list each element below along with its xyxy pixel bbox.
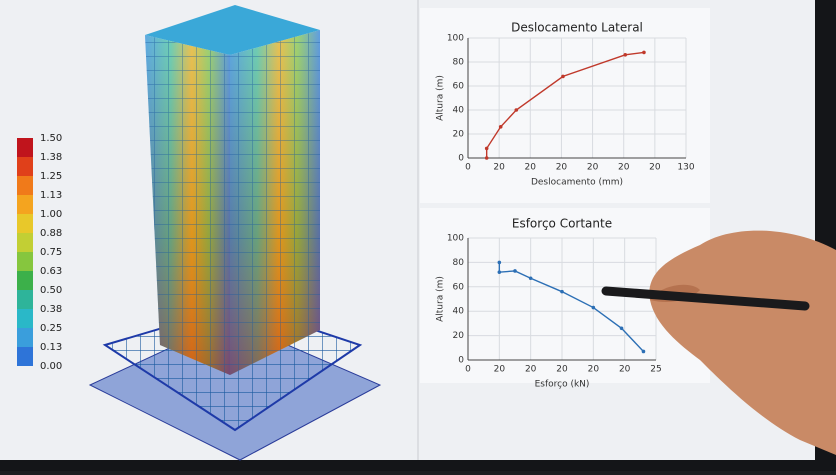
y-tick-label: 0 [458,356,464,366]
colorbar-swatch [17,157,33,176]
y-tick-label: 60 [453,282,465,292]
x-tick-label: 20 [525,163,537,173]
tower-top [145,5,320,55]
colorbar-label: 0.25 [40,323,62,334]
y-tick-label: 80 [453,258,465,268]
x-tick-label: 20 [618,163,630,173]
x-tick-label: 20 [619,365,631,375]
data-point [560,289,564,294]
x-tick-label: 20 [556,365,568,375]
y-tick-label: 20 [453,331,465,341]
x-tick-label: 20 [649,163,661,173]
tower-frame [145,35,230,375]
x-tick-label: 0 [465,365,471,375]
colorbar-swatch [17,252,33,271]
y-axis-label: Altura (m) [436,276,446,322]
x-tick-label: 25 [650,365,661,375]
colorbar-swatch [17,138,33,157]
colorbar-label: 0.75 [40,247,62,258]
data-point [623,53,628,57]
colorbar-label: 0.00 [40,361,62,372]
data-point [497,260,502,265]
x-tick-label: 20 [556,163,568,173]
colorbar-swatch [17,328,33,347]
data-line [498,262,644,352]
data-point [591,305,596,310]
data-point [514,108,519,112]
data-point [641,349,646,354]
y-tick-label: 20 [453,130,465,140]
colorbar-swatch [17,214,33,233]
data-point [484,156,489,160]
colorbar-swatch [17,290,33,309]
colorbar-swatch [17,176,33,195]
x-tick-label: 20 [493,163,505,173]
pen [601,286,810,311]
colorbar-label: 1.38 [40,152,62,163]
data-point [498,125,503,129]
y-tick-label: 60 [453,82,465,92]
colorbar-label: 0.38 [40,304,62,315]
colorbar-swatch [17,309,33,328]
data-point [497,270,502,274]
y-axis-label: Altura (m) [436,75,446,121]
data-point [642,50,646,55]
colorbar-label: 0.13 [40,342,62,353]
chart-title: Deslocamento Lateral [511,21,643,35]
y-tick-label: 40 [453,106,465,116]
data-point [561,74,565,79]
data-point [513,269,517,273]
bezel [0,460,836,471]
colorbar-swatch [17,347,33,366]
data-point [484,146,489,151]
colorbar-swatch [17,271,33,290]
x-tick-label: 20 [587,163,599,173]
hand [649,230,836,455]
x-tick-label: 20 [588,365,600,375]
colorbar-label: 1.13 [40,190,62,201]
x-axis-label: Esforço (kN) [535,380,590,390]
y-tick-label: 100 [447,34,464,44]
colorbar-label: 1.50 [40,133,62,144]
x-axis-label: Deslocamento (mm) [531,178,623,188]
colorbar-label: 0.63 [40,266,62,277]
y-tick-label: 80 [453,58,465,68]
data-point [619,326,624,331]
x-tick-label: 0 [465,163,471,173]
colorbar-label: 0.50 [40,285,62,296]
colorbar-label: 1.00 [40,209,62,220]
data-point [528,276,533,281]
colorbar-swatch [17,195,33,214]
tower-frame [230,30,320,375]
colorbar-swatch [17,233,33,252]
y-tick-label: 40 [453,307,465,317]
x-tick-label: 130 [677,163,694,173]
x-tick-label: 20 [494,365,506,375]
y-tick-label: 100 [447,234,464,244]
x-tick-label: 20 [525,365,537,375]
colorbar-label: 0.88 [40,228,62,239]
colorbar-label: 1.25 [40,171,62,182]
chart-title: Esforço Cortante [512,217,612,231]
y-tick-label: 0 [458,154,464,164]
